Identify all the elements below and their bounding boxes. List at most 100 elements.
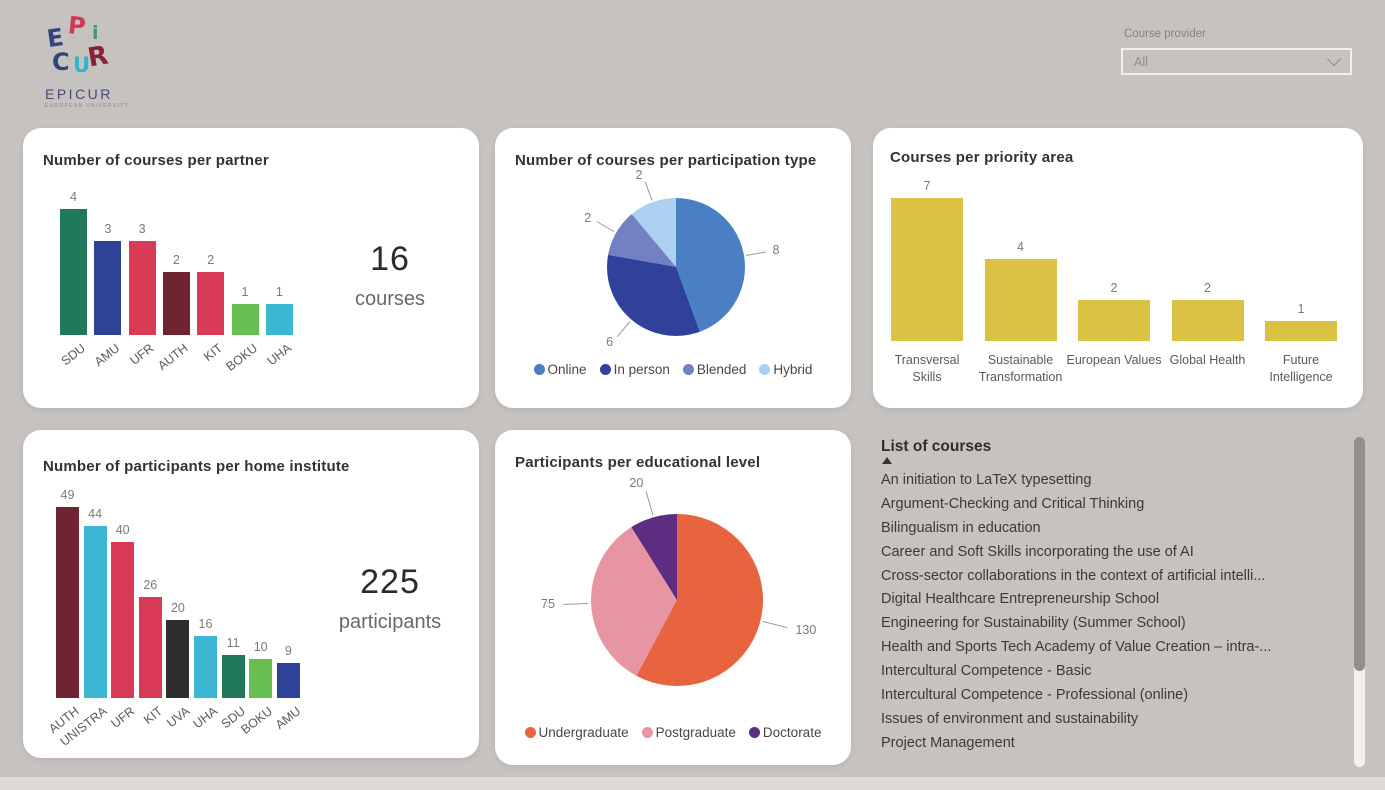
bar-value-label: 40 xyxy=(115,523,130,537)
legend-item-undergraduate[interactable]: Undergraduate xyxy=(524,725,629,740)
pie-label-leader-line xyxy=(645,491,654,516)
logo-letter: P xyxy=(66,11,88,41)
legend-item-postgraduate[interactable]: Postgraduate xyxy=(641,725,736,740)
course-list-item[interactable]: Issues of environment and sustainability xyxy=(881,710,1139,727)
scrollbar-track[interactable] xyxy=(1354,437,1365,767)
bar-boku[interactable] xyxy=(249,659,273,698)
course-provider-value: All xyxy=(1134,54,1148,69)
bar-european-values[interactable] xyxy=(1078,300,1150,341)
total-participants-value: 225 xyxy=(360,563,420,601)
bar-value-label: 2 xyxy=(1110,281,1118,296)
bar-sdu[interactable] xyxy=(221,655,245,698)
bottom-edge-strip xyxy=(0,777,1385,790)
course-list-item[interactable]: Argument-Checking and Critical Thinking xyxy=(881,495,1145,512)
course-list-item[interactable]: An initiation to LaTeX typesetting xyxy=(881,472,1092,488)
legend-dot-icon xyxy=(641,727,653,738)
bar-future-intelligence[interactable] xyxy=(1265,320,1337,341)
pie-label-leader-line xyxy=(563,603,589,605)
pie-chart-educational-level-pie[interactable] xyxy=(591,514,763,686)
axis-label-global-health: Global Health xyxy=(1169,353,1246,367)
bar-amu[interactable] xyxy=(94,240,122,335)
bar-chart-priority-area: 7 Transversal Skills 4 Sustainable Transfor… xyxy=(873,128,1363,408)
course-list-item[interactable]: Engineering for Sustainability (Summer S… xyxy=(881,615,1186,632)
bar-auth[interactable] xyxy=(56,506,79,698)
bar-kit[interactable] xyxy=(138,596,162,698)
legend-item-online[interactable]: Online xyxy=(533,362,587,377)
legend-label: In person xyxy=(613,362,670,377)
pie-label-leader-line xyxy=(762,621,788,629)
bar-unistra[interactable] xyxy=(83,526,107,698)
course-list-item[interactable]: Intercultural Competence - Basic xyxy=(881,663,1092,680)
bar-value-label: 49 xyxy=(60,487,75,502)
card-courses-per-partner: Number of courses per partner 4 SDU 3 AMU 3 U… xyxy=(23,128,479,408)
legend-dot-icon xyxy=(748,727,760,738)
logo-subtext: EUROPEAN UNIVERSITY xyxy=(45,103,130,109)
bar-value-label: 9 xyxy=(284,643,292,658)
bar-ufr[interactable] xyxy=(128,240,156,335)
legend-item-hybrid[interactable]: Hybrid xyxy=(759,362,812,377)
axis-label-ufr: UFR xyxy=(108,704,138,731)
bar-uha[interactable] xyxy=(265,303,293,335)
bar-amu[interactable] xyxy=(276,662,300,698)
bar-value-label: 2 xyxy=(172,253,180,267)
axis-label-european-values: European Values xyxy=(1066,353,1162,367)
pie-slice-value-undergraduate: 130 xyxy=(795,622,817,637)
legend-item-blended[interactable]: Blended xyxy=(682,362,746,377)
legend-item-doctorate[interactable]: Doctorate xyxy=(748,725,822,740)
axis-label-sustainable-transformation: Sustainable Transformation xyxy=(978,353,1063,384)
legend-label: Doctorate xyxy=(762,725,822,740)
bar-value-label: 1 xyxy=(275,284,283,299)
pie-chart-participation-type: 8 6 2 2 xyxy=(495,128,851,408)
pie-label-leader-line xyxy=(745,251,766,256)
axis-label-future-intelligence: Future Intelligence xyxy=(1269,353,1333,384)
bar-uha[interactable] xyxy=(194,635,217,698)
bar-sustainable-transformation[interactable] xyxy=(984,259,1057,341)
chart-title-educational-level: Participants per educational level xyxy=(515,454,761,471)
pie-slice-value-hybrid: 2 xyxy=(635,167,643,182)
course-provider-dropdown[interactable]: All xyxy=(1121,48,1352,75)
course-list-item[interactable]: Cross-sector collaborations in the conte… xyxy=(881,567,1266,584)
logo-letter: U xyxy=(73,53,91,77)
bar-value-label: 1 xyxy=(1297,301,1305,316)
course-list-item[interactable]: Bilingualism in education xyxy=(881,519,1041,536)
legend-item-in-person[interactable]: In person xyxy=(599,362,670,377)
pie-chart-participation-type-pie[interactable] xyxy=(607,198,745,336)
legend-dot-icon xyxy=(524,727,536,738)
course-list-item[interactable]: Intercultural Competence - Professional … xyxy=(881,687,1189,704)
bar-global-health[interactable] xyxy=(1171,300,1244,341)
course-list-item[interactable]: Health and Sports Tech Academy of Value … xyxy=(881,639,1272,656)
bar-value-label: 2 xyxy=(1204,281,1211,296)
sort-ascending-icon[interactable] xyxy=(882,457,892,464)
legend-dot-icon xyxy=(533,364,545,375)
bar-value-label: 10 xyxy=(253,640,268,654)
course-list-title: List of courses xyxy=(881,438,992,455)
bar-value-label: 16 xyxy=(198,616,213,631)
bar-chart-participants-per-institute: 49 AUTH 44 UNISTRA 40 UFR 26 KIT 20 UVA 16 UHA 11 SDU… xyxy=(23,430,479,758)
axis-label-uva: UVA xyxy=(164,704,193,731)
bar-auth[interactable] xyxy=(162,272,190,335)
bar-value-label: 2 xyxy=(207,253,215,267)
course-list-item[interactable]: Career and Soft Skills incorporating the… xyxy=(881,543,1194,560)
axis-label-amu: AMU xyxy=(91,341,123,370)
bar-transversal-skills[interactable] xyxy=(891,198,963,341)
scrollbar-thumb[interactable] xyxy=(1354,437,1365,671)
bar-value-label: 11 xyxy=(226,636,240,651)
bar-kit[interactable] xyxy=(197,272,225,335)
bar-ufr[interactable] xyxy=(111,542,135,698)
course-list-item[interactable]: Digital Healthcare Entrepreneurship Scho… xyxy=(881,591,1160,608)
axis-label-boku: BOKU xyxy=(238,704,276,737)
pie-label-leader-line xyxy=(644,181,653,201)
bar-boku[interactable] xyxy=(231,303,259,335)
bar-sdu[interactable] xyxy=(60,209,87,335)
course-list-item[interactable]: Project Management xyxy=(881,734,1015,751)
chevron-down-icon xyxy=(1326,51,1342,67)
bar-uva[interactable] xyxy=(166,620,190,698)
logo-letter: C xyxy=(52,48,70,76)
axis-label-uha: UHA xyxy=(264,341,294,369)
legend-dot-icon xyxy=(759,364,771,375)
chart-title-participation-type: Number of courses per participation type xyxy=(515,152,817,169)
axis-label-boku: BOKU xyxy=(223,341,260,374)
pie-label-leader-line xyxy=(596,221,615,233)
bar-value-label: 3 xyxy=(138,221,146,236)
